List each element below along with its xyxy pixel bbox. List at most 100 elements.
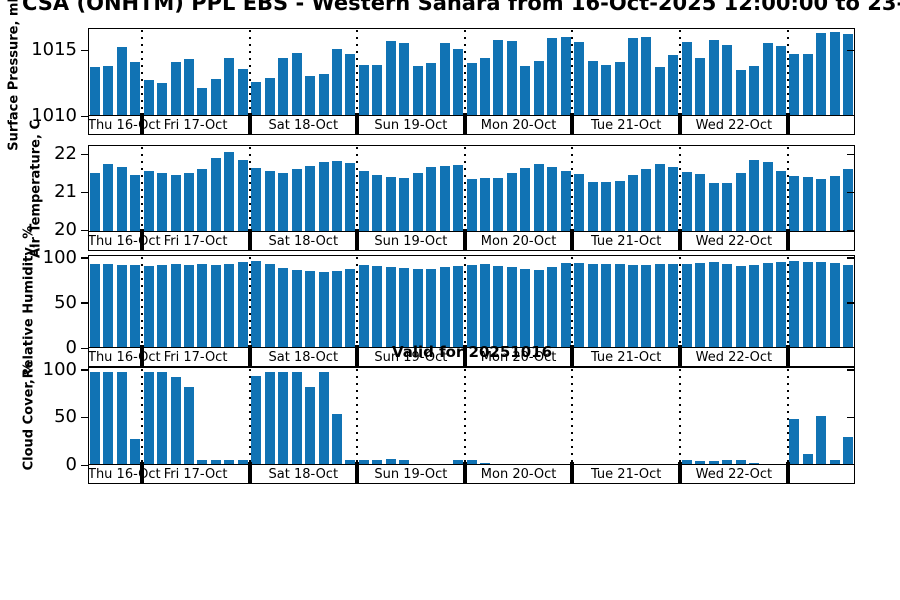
bar-surface-pressure <box>520 65 531 115</box>
bar-surface-pressure <box>183 59 194 115</box>
bar-surface-pressure <box>157 83 167 115</box>
bar-cloud-cover <box>358 460 369 464</box>
bar-air-temperature <box>264 170 275 231</box>
bar-cloud-cover <box>116 371 127 464</box>
bar-relative-humidity <box>399 267 410 347</box>
bar-surface-pressure <box>264 77 275 115</box>
x-day-label: Tue 21-Oct <box>590 234 662 249</box>
bar-cloud-cover <box>103 371 114 464</box>
day-boundary-dotted-line <box>571 30 574 114</box>
day-separator-mark <box>139 345 144 367</box>
bar-cloud-cover <box>331 413 342 464</box>
day-separator-mark <box>462 462 467 484</box>
x-day-label: Mon 20-Oct <box>480 350 557 365</box>
bar-surface-pressure <box>816 32 827 115</box>
bar-surface-pressure <box>802 54 813 115</box>
bar-cloud-cover <box>681 460 692 464</box>
day-separator-mark <box>678 113 683 135</box>
bar-surface-pressure <box>385 40 396 115</box>
bar-surface-pressure <box>170 61 181 115</box>
x-day-label: Sun 19-Oct <box>374 350 448 365</box>
bar-air-temperature <box>668 166 679 231</box>
bar-cloud-cover <box>197 460 208 464</box>
y-tick-right <box>847 302 854 304</box>
day-boundary-dotted-line <box>679 30 682 114</box>
bar-air-temperature <box>735 173 746 231</box>
day-boundary-dotted-line <box>786 369 789 463</box>
y-tick-label: 0 <box>65 454 77 475</box>
x-day-label: Wed 22-Oct <box>695 118 773 133</box>
day-separator-mark <box>785 462 790 484</box>
day-separator-mark <box>247 229 252 251</box>
x-day-label: Thu 16-Oct <box>88 350 161 365</box>
bar-air-temperature <box>628 175 638 231</box>
bar-relative-humidity <box>426 268 437 347</box>
y-axis-label-relative-humidity: Relative Humidity, % <box>21 225 37 378</box>
bar-relative-humidity <box>197 264 208 347</box>
y-tick-right <box>847 153 854 156</box>
y-tick <box>81 49 88 51</box>
bar-air-temperature <box>439 165 450 231</box>
y-tick-label: 1010 <box>31 105 77 126</box>
bar-air-temperature <box>278 173 289 231</box>
bar-relative-humidity <box>520 268 531 347</box>
x-day-label: Sat 18-Oct <box>268 234 339 249</box>
bar-relative-humidity <box>587 264 598 347</box>
x-day-label: Sun 19-Oct <box>374 467 448 482</box>
y-tick-label: 100 <box>42 358 77 380</box>
bar-surface-pressure <box>533 60 544 115</box>
y-tick-label: 0 <box>65 337 77 358</box>
bar-air-temperature <box>237 159 248 231</box>
bar-air-temperature <box>520 168 531 231</box>
bar-air-temperature <box>506 173 517 231</box>
bar-air-temperature <box>533 164 544 231</box>
y-tick-right <box>847 416 854 419</box>
x-day-label: Thu 16-Oct <box>88 467 161 482</box>
bar-surface-pressure <box>453 48 463 115</box>
bar-cloud-cover <box>802 453 813 464</box>
day-separator-mark <box>355 113 360 135</box>
bar-relative-humidity <box>116 264 127 347</box>
y-axis-label-surface-pressure: Surface Pressure, mb <box>6 0 22 151</box>
bar-surface-pressure <box>614 61 625 115</box>
bar-air-temperature <box>654 163 665 231</box>
day-boundary-dotted-line <box>140 30 143 114</box>
bar-surface-pressure <box>251 81 262 115</box>
day-separator-mark <box>139 113 144 135</box>
bar-relative-humidity <box>708 262 719 347</box>
y-tick <box>81 347 88 349</box>
bar-air-temperature <box>103 163 114 231</box>
bar-relative-humidity <box>722 263 733 347</box>
y-tick <box>81 257 88 259</box>
bar-cloud-cover <box>157 371 167 464</box>
bar-surface-pressure <box>358 64 369 115</box>
bar-cloud-cover <box>399 460 410 464</box>
bar-surface-pressure <box>480 57 490 115</box>
y-axis-label-cloud-cover: Cloud Cover, % <box>21 361 37 471</box>
bar-surface-pressure <box>843 34 854 115</box>
bar-surface-pressure <box>560 36 571 115</box>
x-day-label: Wed 22-Oct <box>695 350 773 365</box>
bar-surface-pressure <box>789 54 800 115</box>
bar-cloud-cover <box>264 371 275 464</box>
day-separator-mark <box>678 229 683 251</box>
day-separator-mark <box>570 462 575 484</box>
bar-relative-humidity <box>291 270 302 347</box>
bar-air-temperature <box>560 171 571 231</box>
day-boundary-dotted-line <box>679 257 682 346</box>
bar-surface-pressure <box>466 63 477 115</box>
bar-relative-humidity <box>358 264 369 347</box>
bar-cloud-cover <box>251 375 262 464</box>
bar-cloud-cover <box>453 460 463 464</box>
bar-air-temperature <box>641 168 652 231</box>
x-day-label: Fri 17-Oct <box>163 118 228 133</box>
bar-air-temperature <box>681 172 692 231</box>
day-boundary-dotted-line <box>140 257 143 346</box>
y-tick <box>81 369 88 371</box>
x-axis-day-row <box>88 116 855 135</box>
day-boundary-dotted-line <box>356 369 359 463</box>
day-boundary-dotted-line <box>786 257 789 346</box>
bar-cloud-cover <box>722 460 733 464</box>
subplot-cloud-cover <box>88 367 855 465</box>
bar-air-temperature <box>130 175 141 231</box>
